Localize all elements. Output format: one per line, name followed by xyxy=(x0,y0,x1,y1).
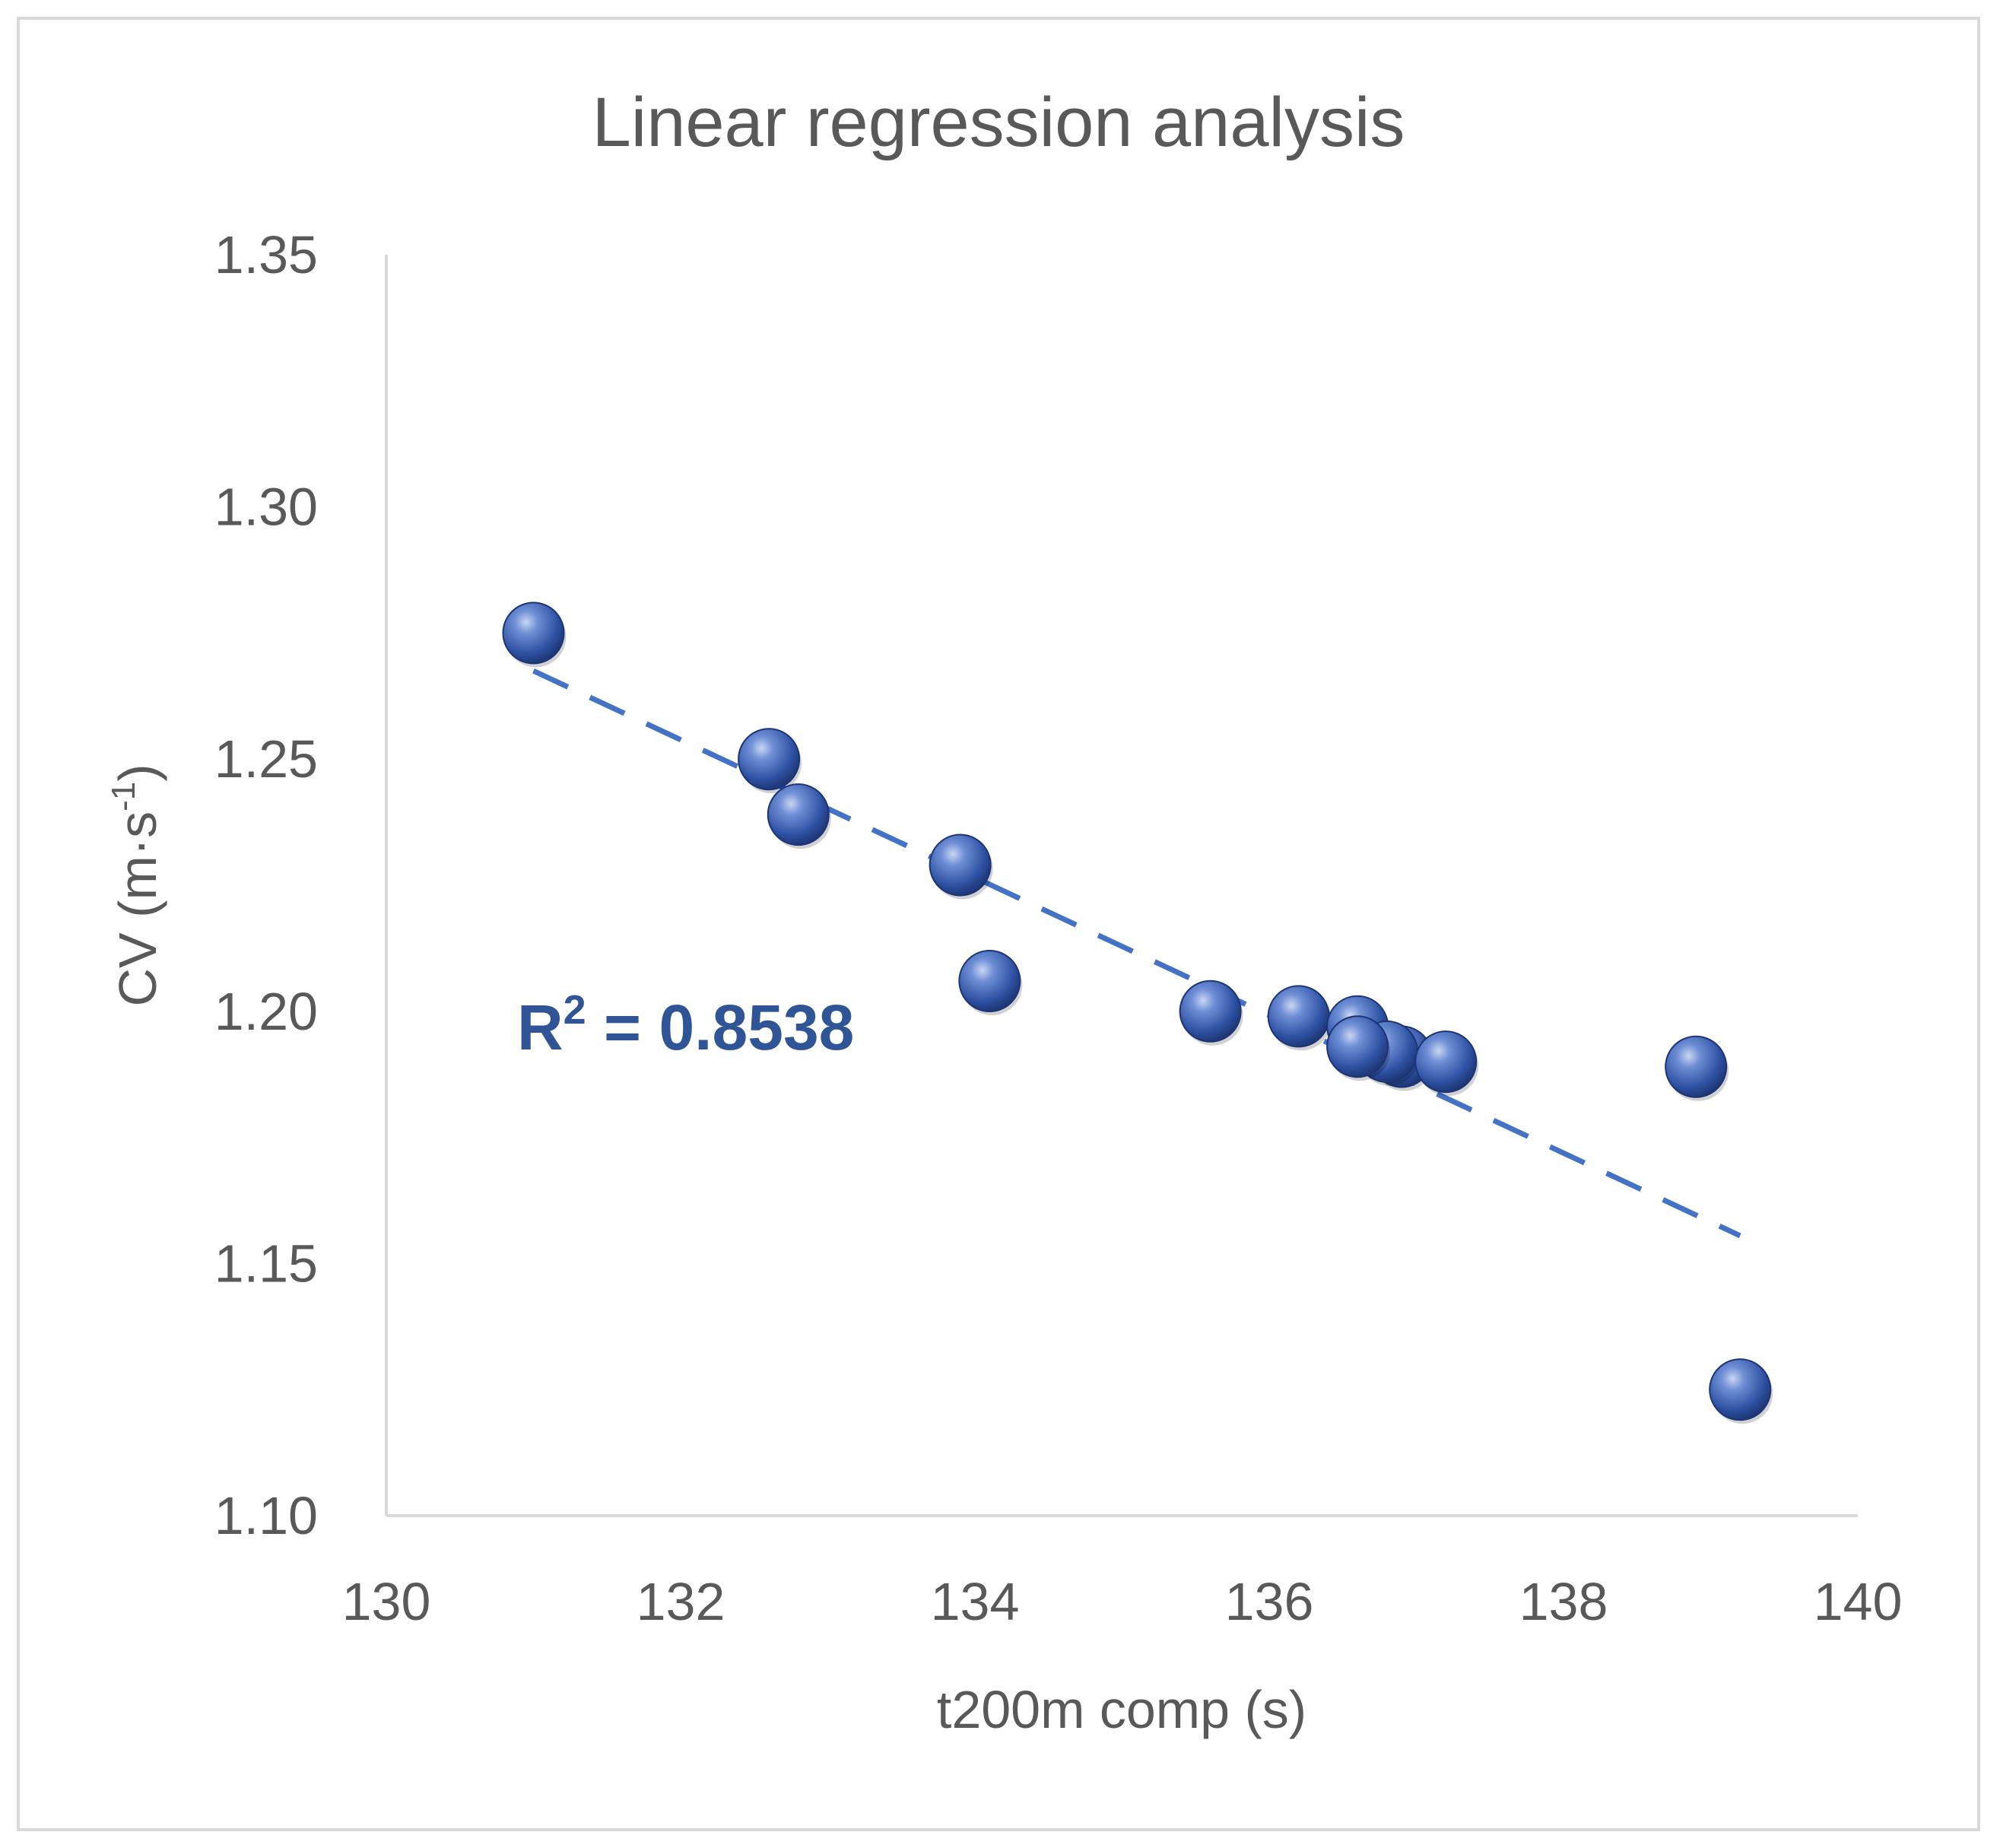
x-tick-label: 134 xyxy=(931,1572,1020,1631)
y-tick-label: 1.30 xyxy=(214,478,318,537)
y-axis-title-close: ) xyxy=(108,764,167,781)
data-point xyxy=(1414,1030,1479,1097)
data-point xyxy=(1179,980,1243,1046)
y-tick-label: 1.35 xyxy=(214,225,318,284)
data-point xyxy=(767,783,831,849)
y-tick-label: 1.25 xyxy=(214,729,318,789)
x-tick-label: 130 xyxy=(342,1572,431,1631)
y-axis-title-superscript: -1 xyxy=(105,782,142,811)
x-tick-label: 136 xyxy=(1225,1572,1314,1631)
y-axis-title: CV (m·s-1) xyxy=(105,764,167,1006)
y-tick-label: 1.15 xyxy=(214,1234,318,1293)
data-point xyxy=(1326,1015,1391,1081)
data-point xyxy=(1267,985,1332,1051)
chart-frame xyxy=(17,17,1980,1831)
r-squared-prefix: R xyxy=(517,992,564,1063)
y-axis-title-main: CV (m·s xyxy=(108,811,167,1007)
y-tick-label: 1.20 xyxy=(214,982,318,1041)
x-tick-label: 132 xyxy=(637,1572,725,1631)
data-point xyxy=(958,950,1023,1016)
x-tick-labels: 130 132 134 136 138 140 xyxy=(342,1572,1903,1631)
data-point xyxy=(738,728,802,794)
r-squared-label: R2 = 0.8538 xyxy=(517,987,854,1063)
data-point xyxy=(1665,1035,1729,1101)
x-tick-label: 138 xyxy=(1519,1572,1608,1631)
x-tick-label: 140 xyxy=(1814,1572,1903,1631)
chart-title: Linear regression analysis xyxy=(592,84,1405,161)
data-point xyxy=(502,602,567,668)
x-axis-title: t200m comp (s) xyxy=(937,1680,1306,1739)
r-squared-value: = 0.8538 xyxy=(586,992,855,1063)
data-point xyxy=(1709,1358,1773,1424)
trendline xyxy=(532,668,1741,1239)
data-point xyxy=(929,834,993,900)
r-squared-superscript: 2 xyxy=(564,987,586,1033)
data-points xyxy=(502,602,1773,1424)
y-tick-label: 1.10 xyxy=(214,1486,318,1545)
y-tick-labels: 1.10 1.15 1.20 1.25 1.30 1.35 xyxy=(214,225,318,1545)
